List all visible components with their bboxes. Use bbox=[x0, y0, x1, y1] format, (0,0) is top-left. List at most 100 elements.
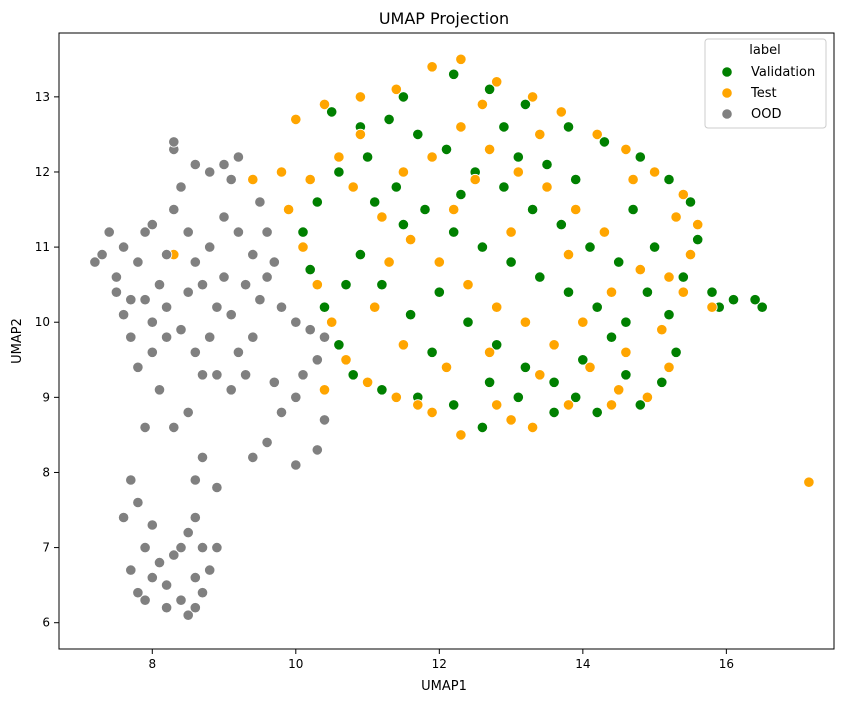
point-test-36 bbox=[404, 234, 417, 246]
point-validation-60 bbox=[354, 249, 366, 261]
point-validation-9 bbox=[663, 173, 675, 186]
scatter-points bbox=[89, 53, 815, 621]
point-ood-35 bbox=[182, 226, 194, 238]
point-validation-43 bbox=[584, 241, 596, 253]
point-ood-16 bbox=[182, 286, 194, 298]
point-test-44 bbox=[634, 263, 646, 276]
series-test bbox=[168, 53, 815, 488]
point-validation-25 bbox=[333, 339, 345, 351]
point-ood-54 bbox=[290, 391, 302, 403]
point-ood-83 bbox=[139, 594, 151, 606]
point-test-48 bbox=[512, 166, 524, 178]
point-test-35 bbox=[376, 211, 388, 223]
legend-title: label bbox=[749, 43, 780, 58]
point-test-7 bbox=[526, 91, 539, 103]
point-validation-63 bbox=[512, 151, 524, 163]
point-ood-57 bbox=[247, 451, 259, 463]
point-ood-50 bbox=[290, 316, 302, 328]
point-validation-76 bbox=[570, 391, 582, 403]
point-validation-45 bbox=[526, 203, 539, 216]
point-ood-58 bbox=[290, 459, 302, 471]
point-ood-62 bbox=[168, 421, 180, 433]
point-ood-86 bbox=[175, 541, 187, 554]
legend-label-validation: Validation bbox=[751, 65, 815, 80]
point-ood-17 bbox=[189, 346, 201, 358]
point-ood-67 bbox=[132, 496, 144, 509]
point-validation-20 bbox=[476, 421, 488, 433]
legend-box bbox=[704, 38, 827, 129]
point-ood-75 bbox=[196, 587, 209, 599]
point-ood-56 bbox=[261, 436, 273, 448]
point-validation-65 bbox=[627, 203, 639, 216]
point-ood-85 bbox=[189, 571, 201, 584]
point-ood-21 bbox=[218, 271, 230, 283]
point-validation-2 bbox=[397, 91, 409, 103]
point-ood-88 bbox=[211, 541, 223, 554]
point-ood-52 bbox=[318, 331, 331, 343]
point-test-21 bbox=[526, 421, 539, 433]
point-validation-68 bbox=[727, 294, 740, 306]
point-test-4 bbox=[426, 61, 438, 73]
plot-area-frame bbox=[58, 32, 835, 650]
point-test-12 bbox=[677, 188, 689, 201]
point-ood-5 bbox=[132, 256, 144, 268]
x-axis-label: UMAP1 bbox=[421, 679, 467, 694]
point-ood-69 bbox=[139, 541, 151, 554]
point-test-20 bbox=[562, 399, 575, 411]
point-validation-39 bbox=[591, 301, 603, 313]
point-ood-9 bbox=[161, 331, 173, 343]
point-test-45 bbox=[598, 226, 611, 238]
point-test-55 bbox=[440, 361, 453, 373]
series-ood bbox=[89, 136, 331, 621]
point-test-15 bbox=[677, 286, 689, 298]
point-ood-47 bbox=[261, 226, 273, 238]
point-test-24 bbox=[426, 406, 438, 418]
point-validation-57 bbox=[605, 331, 618, 343]
point-test-50 bbox=[455, 121, 467, 133]
point-ood-2 bbox=[110, 271, 123, 283]
point-validation-56 bbox=[577, 354, 589, 366]
point-ood-33 bbox=[204, 241, 216, 253]
point-test-5 bbox=[455, 53, 467, 65]
point-ood-98 bbox=[196, 279, 209, 291]
y-tick-label-7: 13 bbox=[35, 90, 50, 104]
point-validation-61 bbox=[397, 219, 409, 231]
point-ood-53 bbox=[297, 369, 309, 381]
x-tick-label-1: 10 bbox=[288, 657, 303, 671]
point-ood-92 bbox=[311, 354, 323, 366]
point-validation-67 bbox=[706, 286, 718, 298]
point-test-58 bbox=[584, 361, 596, 373]
point-validation-5 bbox=[519, 98, 532, 111]
point-validation-33 bbox=[419, 203, 431, 216]
point-validation-11 bbox=[692, 234, 704, 246]
point-validation-69 bbox=[749, 294, 761, 306]
point-ood-73 bbox=[182, 609, 194, 621]
point-validation-15 bbox=[656, 376, 668, 388]
point-ood-84 bbox=[161, 602, 173, 614]
point-ood-24 bbox=[240, 369, 252, 381]
point-validation-4 bbox=[483, 83, 496, 95]
point-ood-91 bbox=[132, 361, 144, 373]
point-validation-24 bbox=[347, 369, 359, 381]
point-test-19 bbox=[605, 399, 618, 411]
point-test-42 bbox=[577, 316, 589, 328]
point-test-23 bbox=[455, 429, 467, 441]
point-ood-19 bbox=[204, 331, 216, 343]
point-validation-42 bbox=[613, 256, 625, 268]
point-ood-0 bbox=[96, 249, 108, 261]
point-test-53 bbox=[369, 301, 381, 313]
point-test-10 bbox=[620, 143, 632, 155]
point-test-57 bbox=[534, 369, 546, 381]
point-ood-82 bbox=[125, 564, 137, 576]
point-ood-76 bbox=[204, 564, 216, 576]
point-validation-12 bbox=[677, 271, 689, 283]
point-test-3 bbox=[390, 83, 402, 95]
point-ood-29 bbox=[261, 271, 273, 283]
point-validation-35 bbox=[476, 241, 488, 253]
point-test-34 bbox=[347, 181, 359, 193]
point-test-68 bbox=[534, 128, 546, 140]
x-tick-label-4: 16 bbox=[719, 657, 734, 671]
point-ood-99 bbox=[153, 384, 166, 396]
point-test-22 bbox=[491, 399, 503, 411]
point-ood-74 bbox=[189, 602, 201, 614]
